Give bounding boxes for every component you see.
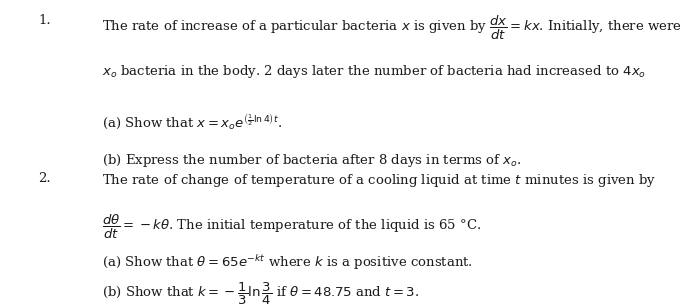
Text: (a) Show that $\theta=65e^{-kt}$ where $k$ is a positive constant.: (a) Show that $\theta=65e^{-kt}$ where $… (102, 253, 472, 272)
Text: 2.: 2. (38, 172, 51, 185)
Text: $x_o$ bacteria in the body. 2 days later the number of bacteria had increased to: $x_o$ bacteria in the body. 2 days later… (102, 63, 645, 80)
Text: (b) Show that $k=-\dfrac{1}{3}\ln\dfrac{3}{4}$ if $\theta=48.75$ and $t=3$.: (b) Show that $k=-\dfrac{1}{3}\ln\dfrac{… (102, 281, 419, 307)
Text: (a) Show that $x = x_o e^{\left(\frac{1}{2}\ln 4\right)t}$.: (a) Show that $x = x_o e^{\left(\frac{1}… (102, 112, 281, 131)
Text: (b) Express the number of bacteria after 8 days in terms of $x_o$.: (b) Express the number of bacteria after… (102, 152, 522, 169)
Text: $\dfrac{d\theta}{dt}=-k\theta$. The initial temperature of the liquid is 65 °C.: $\dfrac{d\theta}{dt}=-k\theta$. The init… (102, 213, 481, 242)
Text: The rate of change of temperature of a cooling liquid at time $t$ minutes is giv: The rate of change of temperature of a c… (102, 172, 656, 189)
Text: 1.: 1. (38, 14, 51, 27)
Text: The rate of increase of a particular bacteria $x$ is given by $\dfrac{dx}{dt}=kx: The rate of increase of a particular bac… (102, 14, 682, 42)
